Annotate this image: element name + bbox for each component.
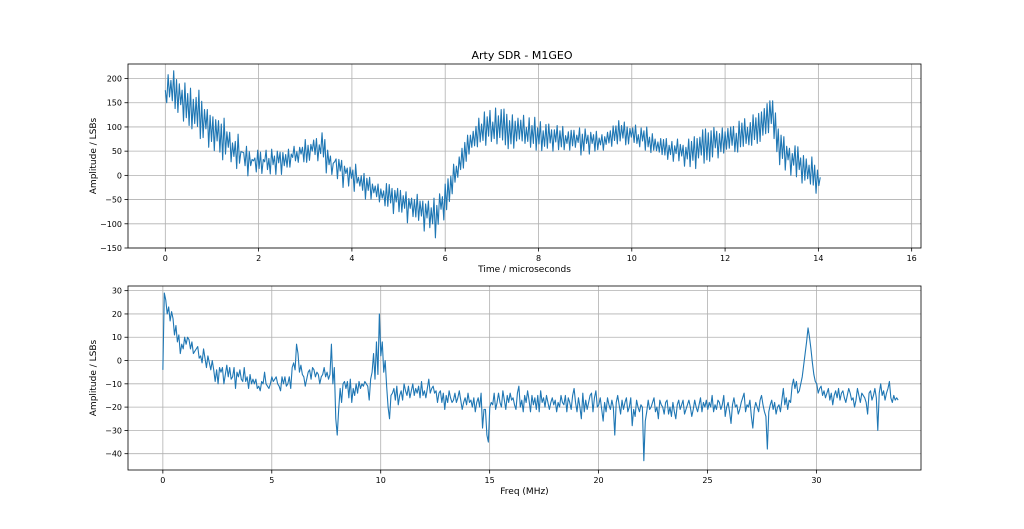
freq-y-tick-label: 0 [117,357,122,366]
frequency-domain-plot: 0 5 10 15 20 25 30 −40 −30 −20 −10 0 10 20 30 Freq (MH… [89,285,922,497]
time-x-tick-label: 0 [163,254,168,263]
freq-y-tick-label: 30 [112,287,122,296]
time-x-tick-label: 10 [627,254,637,263]
freq-y-axis-label: Amplitude / LSBs [89,339,99,416]
freq-grid [128,286,921,470]
freq-y-tick-label: −10 [105,380,122,389]
freq-series-line [162,292,899,462]
time-y-tick-label: 150 [107,99,122,108]
time-y-tick-label: 50 [112,147,122,156]
time-y-tick-label: 200 [107,75,122,84]
freq-y-tick-label: −40 [105,450,122,459]
time-series-line [164,70,821,239]
freq-x-tick-label: 25 [702,476,712,485]
freq-ticks: 0 5 10 15 20 25 30 −40 −30 −20 −10 0 10 20 30 [105,287,821,485]
freq-x-tick-label: 30 [811,476,821,485]
freq-y-tick-label: −20 [105,403,122,412]
freq-series-0 [162,292,899,462]
freq-x-tick-label: 5 [269,476,274,485]
time-x-tick-label: 2 [256,254,261,263]
time-y-tick-label: −50 [105,196,122,205]
time-axes-frame [127,63,922,249]
time-y-tick-label: −150 [100,244,122,253]
freq-x-tick-label: 10 [376,476,386,485]
freq-x-axis-label: Freq (MHz) [500,487,548,497]
freq-y-tick-label: −30 [105,426,122,435]
time-y-tick-label: 100 [107,123,122,132]
time-y-tick-label: −100 [100,220,122,229]
time-x-axis-label: Time / microseconds [477,265,571,275]
freq-y-tick-label: 10 [112,333,122,342]
time-domain-plot: 0 2 4 6 8 10 12 14 16 −150 −100 −50 0 50 100 150 200 Tim… [89,63,922,275]
freq-x-tick-label: 20 [593,476,603,485]
figure-title: Arty SDR - M1GEO [471,49,572,62]
time-x-tick-label: 16 [907,254,917,263]
time-x-tick-label: 6 [443,254,448,263]
time-ticks: 0 2 4 6 8 10 12 14 16 −150 −100 −50 0 50 100 150 200 [100,75,917,263]
freq-x-tick-label: 15 [485,476,495,485]
freq-x-tick-label: 0 [160,476,165,485]
time-series-0 [164,70,821,239]
freq-axes-frame [127,285,922,471]
time-x-tick-label: 4 [349,254,354,263]
freq-y-tick-label: 20 [112,310,122,319]
time-y-axis-label: Amplitude / LSBs [89,117,99,194]
time-y-tick-label: 0 [117,171,122,180]
time-x-tick-label: 8 [536,254,541,263]
time-x-tick-label: 12 [720,254,730,263]
time-x-tick-label: 14 [813,254,823,263]
